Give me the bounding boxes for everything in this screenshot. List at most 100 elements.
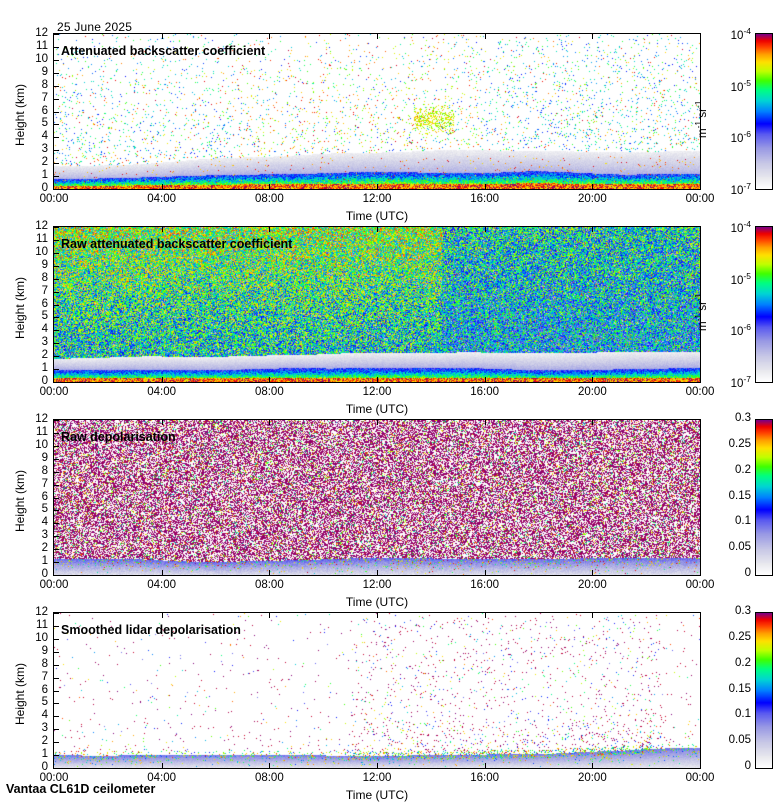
y-tick-label: 9 (41, 451, 48, 464)
y-tick-mark (54, 678, 59, 679)
x-tick-label: 00:00 (39, 386, 69, 398)
colorbar-gradient (756, 613, 772, 768)
colorbar-gradient (756, 420, 772, 575)
y-tick-mark (54, 112, 59, 113)
x-tick-mark-top (377, 613, 378, 618)
x-tick-label: 00:00 (685, 386, 715, 398)
y-tick-label: 6 (41, 104, 48, 117)
y-tick-label: 7 (41, 477, 48, 490)
date-label: 25 June 2025 (57, 20, 133, 34)
x-tick-label: 04:00 (147, 579, 177, 591)
y-tick-mark (54, 330, 59, 331)
y-tick-mark (54, 176, 59, 177)
y-tick-label: 10 (35, 245, 48, 258)
colorbar-unit-label: m-1 sr-1 (693, 293, 709, 331)
y-tick-mark (54, 253, 59, 254)
y-tick-mark (54, 703, 59, 704)
y-tick-label: 11 (36, 39, 48, 52)
y-tick-mark (54, 652, 59, 653)
x-tick-label: 08:00 (254, 579, 284, 591)
y-tick-label: 0 (41, 375, 48, 387)
colorbar-gradient (756, 227, 772, 382)
y-tick-mark (54, 279, 59, 280)
y-axis-title: Height (km) (13, 469, 27, 532)
y-tick-label: 3 (41, 529, 48, 542)
y-tick-mark (54, 317, 59, 318)
y-tick-mark (54, 343, 59, 344)
y-tick-mark (54, 498, 59, 499)
colorbar-gradient (756, 34, 772, 189)
x-tick-mark-top (162, 34, 163, 39)
x-tick-label: 12:00 (362, 386, 392, 398)
heatmap-smoothed-lidar-depolarisation (54, 613, 700, 768)
colorbar-tick-label: 0.25 (728, 437, 751, 450)
x-tick-mark-top (162, 227, 163, 232)
y-tick-label: 11 (36, 232, 48, 245)
y-tick-label: 12 (35, 413, 48, 425)
y-tick-label: 7 (41, 670, 48, 683)
y-tick-mark (54, 189, 59, 190)
y-tick-label: 1 (41, 362, 48, 375)
x-tick-mark-top (485, 613, 486, 618)
x-tick-mark-top (592, 34, 593, 39)
y-tick-label: 3 (41, 722, 48, 735)
x-tick-mark-top (485, 227, 486, 232)
colorbar-tick-label: 0.2 (735, 656, 751, 669)
y-tick-mark (54, 34, 59, 35)
y-tick-mark (54, 369, 59, 370)
x-tick-label: 20:00 (577, 193, 607, 205)
x-tick-label: 00:00 (685, 772, 715, 784)
x-tick-label: 00:00 (39, 193, 69, 205)
colorbar-tick-label: 10-7 (730, 181, 751, 197)
x-axis-title: Time (UTC) (345, 402, 409, 416)
x-tick-mark (377, 184, 378, 189)
y-tick-label: 5 (41, 117, 48, 130)
y-tick-label: 2 (41, 349, 48, 362)
x-tick-label: 20:00 (577, 579, 607, 591)
x-tick-mark (377, 570, 378, 575)
y-tick-mark (54, 523, 59, 524)
x-axis-title: Time (UTC) (345, 209, 409, 223)
y-tick-mark (54, 382, 59, 383)
y-tick-label: 2 (41, 542, 48, 555)
y-tick-label: 9 (41, 644, 48, 657)
y-tick-label: 12 (35, 220, 48, 232)
y-tick-label: 8 (41, 78, 48, 91)
x-tick-mark-top (377, 34, 378, 39)
y-tick-label: 3 (41, 143, 48, 156)
colorbar-tick-label: 10-4 (730, 26, 751, 42)
plot-area-raw-attenuated-backscatter (53, 226, 701, 383)
x-tick-label: 16:00 (470, 579, 500, 591)
x-tick-label: 12:00 (362, 772, 392, 784)
x-tick-mark (485, 570, 486, 575)
y-tick-label: 4 (41, 709, 48, 722)
y-tick-label: 5 (41, 696, 48, 709)
colorbar-tick-label: 0.25 (728, 630, 751, 643)
x-tick-mark-top (592, 613, 593, 618)
x-tick-mark (162, 184, 163, 189)
y-tick-mark (54, 446, 59, 447)
x-tick-label: 08:00 (254, 386, 284, 398)
colorbar-tick-label: 10-6 (730, 129, 751, 146)
y-tick-mark (54, 305, 59, 306)
y-tick-label: 0 (41, 182, 48, 194)
x-tick-mark (592, 184, 593, 189)
y-tick-label: 11 (36, 425, 48, 438)
y-tick-mark (54, 575, 59, 576)
x-tick-label: 04:00 (147, 193, 177, 205)
x-tick-label: 04:00 (147, 386, 177, 398)
x-tick-mark (592, 763, 593, 768)
y-tick-label: 12 (35, 27, 48, 39)
y-tick-label: 6 (41, 683, 48, 696)
y-tick-mark (54, 292, 59, 293)
x-tick-mark-top (269, 420, 270, 425)
colorbar-tick-label: 0.15 (728, 489, 751, 502)
y-axis-title: Height (km) (13, 83, 27, 146)
colorbar-tick-label: 10-4 (730, 219, 751, 235)
y-axis-title: Height (km) (13, 276, 27, 339)
y-axis-title: Height (km) (13, 662, 27, 725)
x-axis-title: Time (UTC) (345, 788, 409, 802)
y-tick-mark (54, 60, 59, 61)
y-tick-label: 4 (41, 516, 48, 529)
y-tick-mark (54, 420, 59, 421)
